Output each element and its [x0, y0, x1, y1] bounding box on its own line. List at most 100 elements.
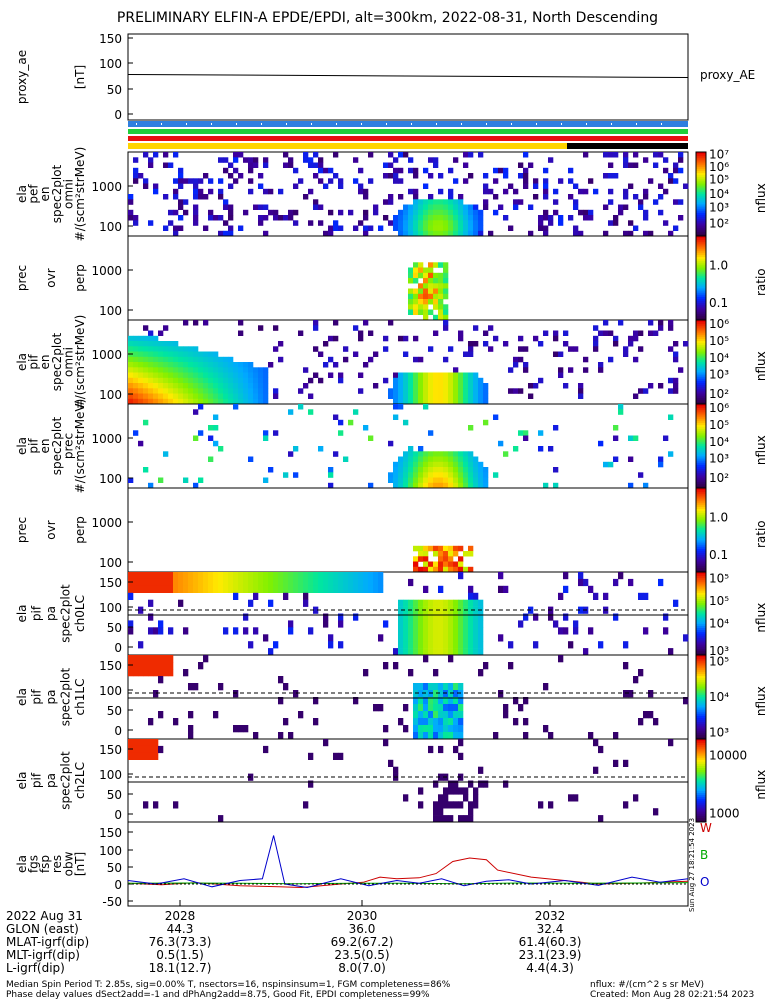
spec-cell — [643, 230, 649, 237]
spec-cell — [193, 356, 199, 363]
spec-cell — [453, 627, 459, 635]
colorbar-cell — [696, 429, 706, 432]
spec-cell — [163, 388, 169, 394]
spec-cell — [458, 372, 464, 378]
spec-cell — [413, 204, 419, 210]
spec-cell — [493, 178, 499, 184]
spec-cell — [223, 393, 229, 399]
spec-cell — [193, 372, 199, 378]
spec-cell — [633, 435, 639, 441]
spec-cell — [423, 627, 429, 635]
spec-cell — [468, 620, 474, 628]
spec-cell — [168, 662, 174, 670]
spec-cell — [443, 267, 449, 273]
spec-cell — [178, 572, 184, 580]
spec-cell — [583, 188, 589, 195]
spec-cell — [393, 388, 399, 394]
panel-label: spec2plot — [59, 584, 73, 643]
colorbar-cell — [696, 347, 706, 350]
spec-cell — [608, 152, 614, 158]
colorbar-cell — [696, 263, 706, 266]
colorbar-cell — [696, 793, 706, 796]
spec-cell — [128, 377, 134, 384]
spec-cell — [208, 377, 214, 384]
spec-cell — [138, 739, 144, 747]
colorbar-cell — [696, 711, 706, 715]
spec-cell — [173, 225, 179, 231]
spec-cell — [643, 157, 649, 163]
spec-cell — [148, 718, 154, 726]
spec-cell — [393, 766, 399, 774]
y-tick-label: 50 — [107, 788, 122, 802]
spec-cell — [583, 215, 589, 221]
spec-cell — [208, 585, 214, 593]
spec-cell — [448, 613, 454, 621]
spec-cell — [453, 388, 459, 394]
spec-cell — [453, 551, 459, 557]
spec-cell — [428, 346, 434, 352]
spec-cell — [453, 230, 459, 237]
spec-cell — [188, 585, 194, 593]
colorbar-cell — [696, 578, 706, 581]
spec-cell — [483, 330, 489, 336]
colorbar-cell — [696, 521, 706, 525]
spec-cell — [133, 356, 139, 363]
spec-cell — [418, 566, 424, 573]
spec-cell — [263, 393, 269, 399]
spec-cell — [153, 627, 159, 635]
spec-cell — [428, 472, 434, 478]
spec-cell — [463, 467, 469, 473]
spec-cell — [413, 627, 419, 635]
spec-cell — [168, 383, 174, 389]
spec-cell — [433, 697, 439, 705]
spec-cell — [403, 704, 409, 712]
spec-cell — [433, 209, 439, 216]
spec-cell — [458, 752, 464, 760]
spec-cell — [468, 472, 474, 478]
spec-cell — [153, 388, 159, 394]
spec-cell — [553, 425, 559, 431]
spec-cell — [218, 178, 224, 184]
spec-cell — [413, 566, 419, 573]
spec-cell — [423, 599, 429, 607]
panel-label: ovr — [44, 268, 58, 287]
spec-cell — [358, 335, 364, 342]
spec-cell — [413, 482, 419, 489]
spec-cell — [318, 157, 324, 163]
spec-cell — [248, 578, 254, 587]
colorbar-cell — [696, 661, 706, 664]
colorbar-tick-label: 1.0 — [709, 510, 728, 524]
spectrogram-ratio1 — [408, 262, 449, 321]
colorbar-cell — [696, 678, 706, 681]
spec-cell — [148, 739, 154, 747]
spec-cell — [513, 718, 519, 726]
spec-cell — [453, 634, 459, 642]
spec-cell — [413, 545, 419, 552]
status-bar-black — [567, 143, 688, 149]
spec-cell — [218, 383, 224, 389]
spec-cell — [318, 377, 324, 384]
spec-cell — [393, 398, 399, 405]
colorbar-cell — [696, 366, 706, 369]
spec-cell — [143, 335, 149, 342]
spec-cell — [393, 220, 399, 226]
spec-cell — [418, 220, 424, 226]
spec-cell — [468, 456, 474, 462]
colorbar-cell — [696, 805, 706, 808]
spec-cell — [498, 634, 504, 642]
colorbar-cell — [696, 275, 706, 279]
colorbar-cell — [696, 464, 706, 468]
spec-cell — [188, 572, 194, 580]
spec-cell — [428, 383, 434, 389]
spec-cell — [433, 262, 439, 268]
spec-cell — [458, 634, 464, 642]
spec-cell — [313, 572, 319, 580]
spec-cell — [433, 634, 439, 642]
colorbar-cell — [696, 443, 706, 447]
spec-cell — [193, 183, 199, 189]
spec-cell — [153, 341, 159, 347]
spec-cell — [338, 209, 344, 216]
spec-cell — [153, 362, 159, 368]
spec-cell — [228, 388, 234, 394]
spec-cell — [298, 585, 304, 593]
